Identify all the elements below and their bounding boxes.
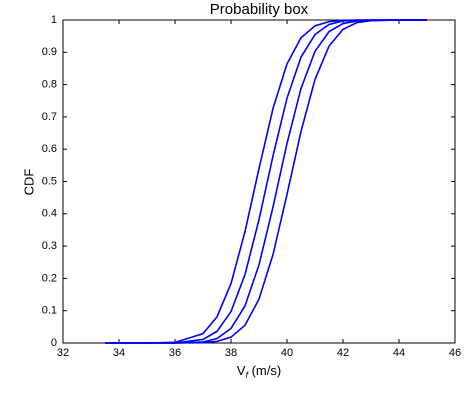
x-tick-label: 40 — [281, 347, 293, 359]
cdf-line — [105, 19, 427, 344]
y-tick-label: 0.8 — [42, 79, 57, 91]
y-tick-label: 0.9 — [42, 46, 57, 58]
x-tick-label: 34 — [113, 347, 125, 359]
y-tick-label: 0.6 — [42, 143, 57, 155]
cdf-line — [105, 19, 427, 344]
cdf-line — [105, 19, 427, 344]
y-tick-label: 0 — [51, 337, 57, 349]
y-axis-label: CDF — [21, 169, 36, 196]
y-tick-label: 0.5 — [42, 175, 57, 187]
x-tick-label: 42 — [337, 347, 349, 359]
x-label-sub: f — [245, 370, 249, 380]
x-axis-label: Vf (m/s) — [237, 363, 281, 380]
y-tick-label: 0.2 — [42, 272, 57, 284]
x-tick-label: 32 — [57, 347, 69, 359]
y-tick-label: 0.3 — [42, 240, 57, 252]
x-tick-label: 36 — [169, 347, 181, 359]
x-tick-label: 44 — [393, 347, 405, 359]
x-label-unit: (m/s) — [248, 363, 281, 378]
y-tick-label: 1 — [51, 14, 57, 26]
x-tick-label: 38 — [225, 347, 237, 359]
cdf-line — [105, 19, 427, 344]
chart-title: Probability box — [210, 1, 309, 18]
y-tick-label: 0.1 — [42, 305, 57, 317]
x-tick-label: 46 — [449, 347, 461, 359]
x-label-main: V — [237, 363, 246, 378]
y-tick-label: 0.7 — [42, 111, 57, 123]
y-tick-label: 0.4 — [42, 208, 57, 220]
plot-frame — [62, 19, 456, 344]
